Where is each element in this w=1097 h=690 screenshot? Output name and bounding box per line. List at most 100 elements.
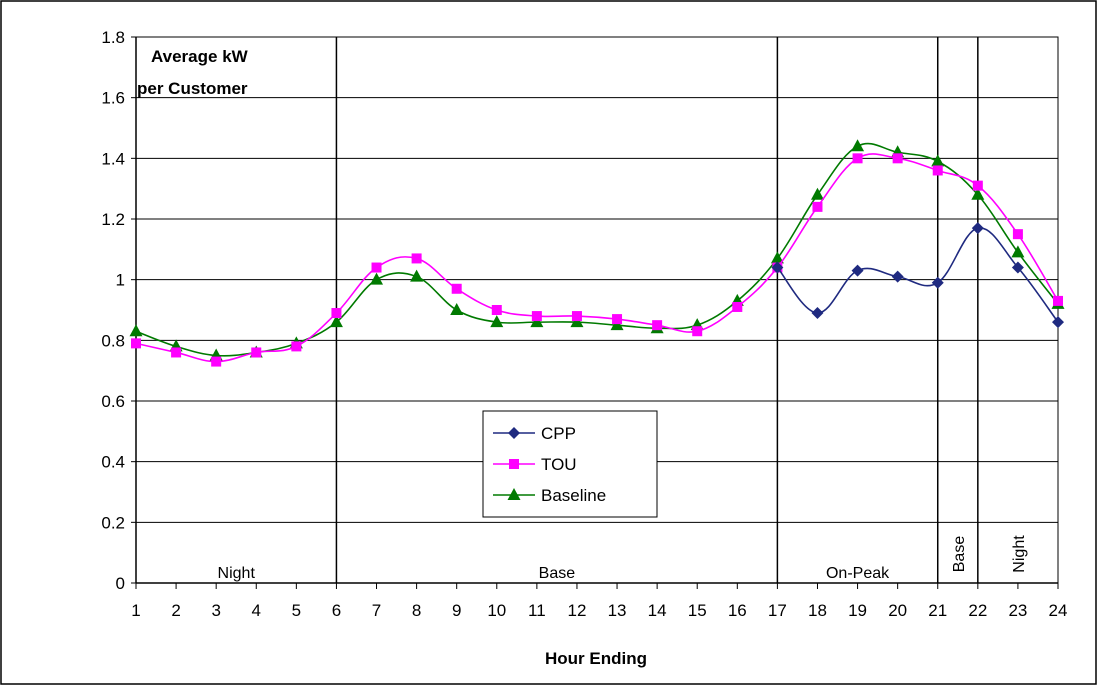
- x-tick-label: 11: [528, 601, 546, 620]
- data-point-tou: [171, 347, 182, 358]
- x-tick-label: 15: [688, 601, 707, 620]
- data-point-baseline: [570, 315, 584, 328]
- data-point-baseline: [410, 269, 424, 282]
- x-tick-label: 9: [452, 601, 461, 620]
- data-point-tou: [571, 311, 582, 322]
- data-point-cpp: [771, 261, 784, 274]
- period-label: Night: [218, 565, 256, 582]
- legend-marker-tou: [509, 459, 519, 469]
- data-point-cpp: [1011, 261, 1024, 274]
- x-tick-label: 23: [1008, 601, 1027, 620]
- legend: CPP TOU Baseline: [482, 410, 658, 518]
- period-label: Night: [1011, 535, 1028, 573]
- data-point-baseline: [530, 315, 544, 328]
- data-point-tou: [411, 253, 422, 264]
- chart-title-line-1: Average kW: [151, 47, 249, 66]
- x-tick-label: 3: [211, 601, 220, 620]
- data-point-tou: [211, 356, 222, 367]
- x-tick-label: 21: [928, 601, 947, 620]
- data-point-cpp: [931, 276, 944, 289]
- data-point-baseline: [450, 303, 464, 315]
- data-point-tou: [291, 341, 302, 352]
- data-point-tou: [972, 180, 983, 191]
- series-cpp: [771, 222, 1064, 329]
- legend-label-tou: TOU: [541, 455, 577, 474]
- data-point-tou: [451, 283, 462, 294]
- data-point-cpp: [1052, 316, 1064, 329]
- series-group: [129, 139, 1065, 367]
- data-point-tou: [732, 301, 743, 312]
- data-point-tou: [1053, 295, 1063, 306]
- period-label: On-Peak: [826, 565, 890, 582]
- x-tick-label: 6: [332, 601, 341, 620]
- data-point-baseline: [490, 315, 504, 328]
- data-point-tou: [612, 314, 623, 325]
- x-axis-label: Hour Ending: [545, 649, 647, 668]
- data-point-baseline: [129, 324, 143, 337]
- x-tick-label: 14: [648, 601, 667, 620]
- y-tick-label: 1.2: [101, 210, 125, 229]
- y-tick-label: 1.4: [101, 149, 125, 168]
- x-tick-label: 19: [848, 601, 867, 620]
- data-point-tou: [892, 153, 903, 164]
- x-tick-label: 5: [292, 601, 301, 620]
- data-point-cpp: [971, 222, 984, 235]
- data-point-tou: [131, 338, 141, 349]
- data-point-tou: [852, 153, 863, 164]
- x-tick-label: 4: [252, 601, 261, 620]
- chart-title-line-2: per Customer: [137, 79, 248, 98]
- x-tick-label: 18: [808, 601, 827, 620]
- x-tick-label: 2: [171, 601, 180, 620]
- x-tick-label: 16: [728, 601, 747, 620]
- y-tick-label: 1.8: [101, 28, 125, 47]
- x-tick-label: 22: [968, 601, 987, 620]
- axes: [131, 36, 1059, 589]
- chart-text: Average kW per Customer Hour Ending 0 0.2…: [101, 28, 1067, 668]
- legend-marker-cpp: [508, 427, 520, 439]
- data-point-baseline: [770, 251, 784, 264]
- data-point-tou: [932, 165, 943, 176]
- data-point-baseline: [370, 272, 384, 285]
- legend-label-cpp: CPP: [541, 424, 576, 443]
- data-point-baseline: [851, 139, 865, 152]
- x-tick-label: 12: [567, 601, 586, 620]
- data-point-tou: [371, 262, 382, 273]
- x-tick-label: 24: [1049, 601, 1068, 620]
- legend-label-baseline: Baseline: [541, 486, 606, 505]
- x-tick-label: 8: [412, 601, 421, 620]
- data-point-tou: [692, 326, 703, 337]
- data-point-tou: [812, 201, 823, 212]
- x-tick-label: 1: [131, 601, 140, 620]
- data-point-tou: [1012, 229, 1023, 240]
- data-point-cpp: [891, 270, 904, 283]
- y-tick-label: 0: [116, 574, 125, 593]
- x-tick-label: 17: [768, 601, 787, 620]
- data-point-cpp: [811, 307, 824, 320]
- series-tou: [131, 153, 1063, 367]
- period-label: Base: [539, 565, 576, 582]
- legend-marker-baseline: [507, 488, 521, 500]
- y-tick-label: 0.6: [101, 392, 125, 411]
- data-point-tou: [251, 347, 262, 358]
- x-tick-label: 13: [608, 601, 627, 620]
- y-tick-label: 0.8: [101, 331, 125, 350]
- y-tick-label: 0.4: [101, 453, 125, 472]
- data-point-baseline: [971, 187, 985, 200]
- data-point-cpp: [851, 264, 864, 277]
- period-label: Base: [951, 536, 968, 573]
- x-tick-label: 20: [888, 601, 907, 620]
- y-tick-label: 1.6: [101, 89, 125, 108]
- x-tick-label: 7: [372, 601, 381, 620]
- data-point-tou: [331, 308, 342, 319]
- data-point-tou: [491, 305, 502, 315]
- x-tick-label: 10: [487, 601, 506, 620]
- data-point-baseline: [329, 315, 343, 328]
- y-tick-label: 0.2: [101, 513, 125, 532]
- data-point-baseline: [810, 187, 824, 200]
- data-point-baseline: [931, 154, 945, 167]
- data-point-baseline: [610, 318, 624, 331]
- data-point-baseline: [1011, 245, 1025, 258]
